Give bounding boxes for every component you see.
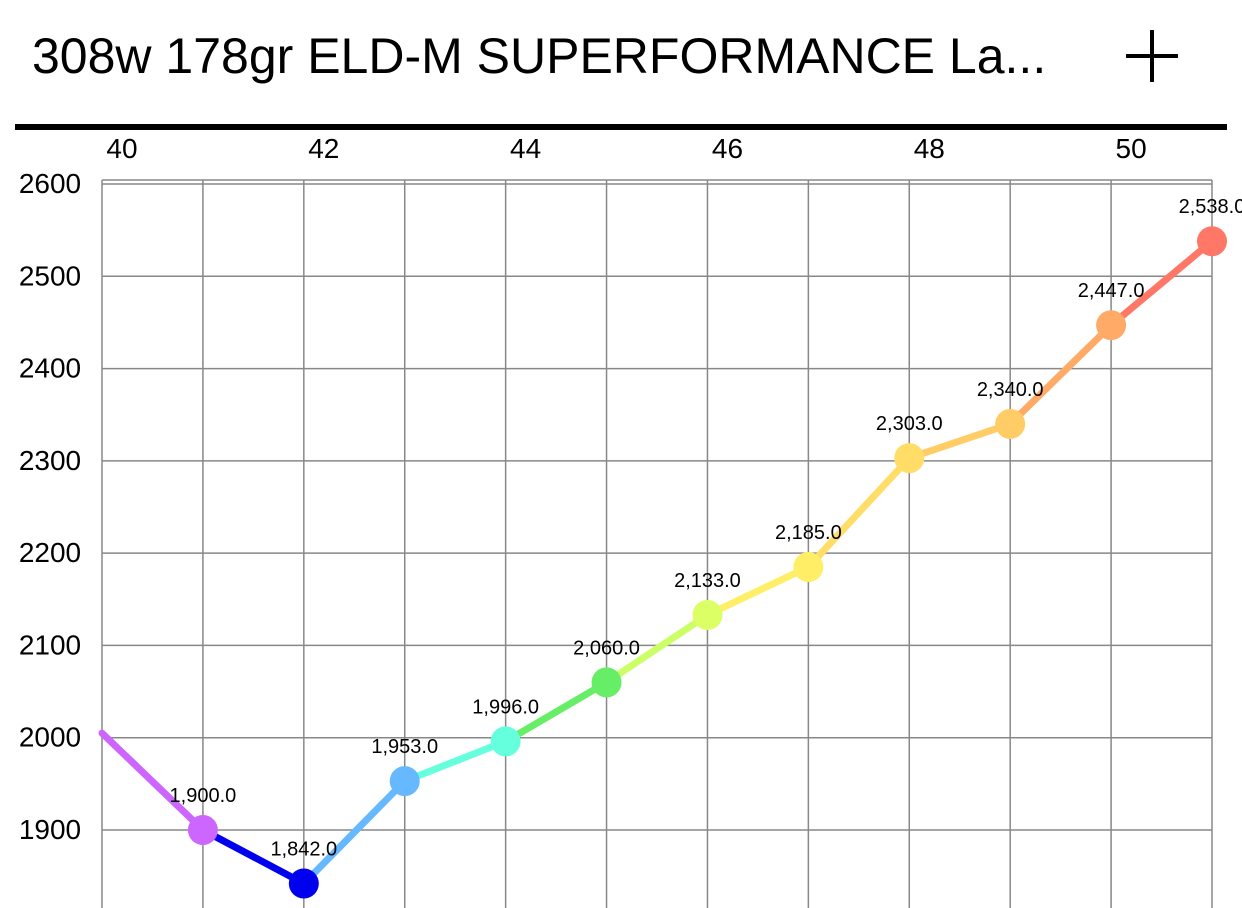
- y-tick-label: 2100: [19, 629, 81, 660]
- data-label: 2,340.0: [977, 379, 1044, 401]
- series-line-segment: [1107, 237, 1216, 329]
- x-tick-label: 44: [510, 133, 541, 164]
- y-tick-label: 2300: [19, 445, 81, 476]
- series-line-segment: [804, 454, 913, 571]
- series-line-segment: [300, 777, 409, 888]
- series-line-segment: [703, 563, 812, 619]
- x-tick-label: 46: [712, 133, 743, 164]
- data-point: [490, 726, 521, 757]
- data-label: 1,842.0: [270, 839, 337, 861]
- data-point: [591, 667, 622, 698]
- data-label: 1,996.0: [472, 696, 539, 718]
- data-point: [1096, 310, 1127, 341]
- series-line-segment: [98, 729, 207, 834]
- data-label: 2,185.0: [775, 522, 842, 544]
- y-tick-label: 2200: [19, 537, 81, 568]
- data-label: 1,953.0: [371, 736, 438, 758]
- y-tick-label: 1900: [19, 814, 81, 845]
- data-point: [1197, 226, 1227, 257]
- data-point: [692, 599, 723, 630]
- series-line-segment: [199, 826, 308, 888]
- y-tick-label: 2000: [19, 722, 81, 753]
- series-line-segment: [502, 678, 611, 745]
- x-tick-label: 48: [914, 133, 945, 164]
- data-label: 2,447.0: [1078, 280, 1145, 302]
- data-label: 2,133.0: [674, 570, 741, 592]
- header: 308w 178gr ELD-M SUPERFORMANCE La...: [0, 0, 1242, 120]
- y-tick-label: 2600: [19, 168, 81, 199]
- series-line-segment: [905, 420, 1014, 462]
- data-point: [995, 408, 1026, 439]
- chart-title[interactable]: 308w 178gr ELD-M SUPERFORMANCE La...: [32, 28, 1047, 84]
- x-tick-label: 42: [308, 133, 339, 164]
- x-tick-label: 50: [1116, 133, 1147, 164]
- y-tick-label: 2500: [19, 260, 81, 291]
- data-point: [288, 868, 319, 899]
- y-tick-label: 2400: [19, 353, 81, 384]
- data-point: [793, 551, 824, 582]
- data-label: 1,900.0: [170, 785, 237, 807]
- data-point: [389, 766, 420, 797]
- x-tick-label: 40: [106, 133, 137, 164]
- add-button[interactable]: [1120, 24, 1184, 88]
- data-label: 2,060.0: [573, 637, 640, 659]
- data-label: 2,303.0: [876, 413, 943, 435]
- series-line-segment: [401, 737, 510, 785]
- header-divider: [15, 124, 1227, 130]
- data-point: [894, 443, 925, 474]
- data-point: [187, 815, 218, 845]
- data-label: 2,538.0: [1179, 196, 1242, 218]
- series-line-segment: [1006, 321, 1115, 428]
- series-line-segment: [603, 611, 711, 686]
